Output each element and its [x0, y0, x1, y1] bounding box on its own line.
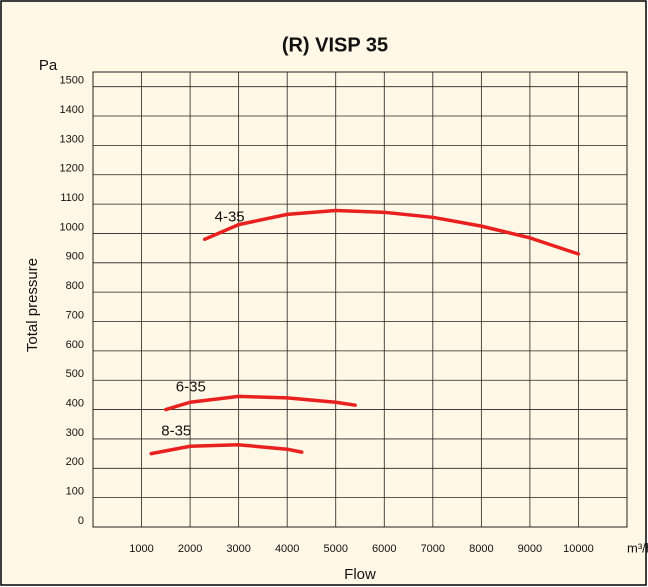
- y-tick-label: 200: [66, 456, 84, 468]
- y-tick-label: 1400: [60, 104, 84, 116]
- x-tick-label: 1000: [129, 543, 153, 555]
- y-tick-label: 1200: [60, 163, 84, 175]
- x-tick-label: 7000: [421, 543, 445, 555]
- series-label: 8-35: [161, 423, 191, 440]
- y-tick-label: 500: [66, 368, 84, 380]
- y-tick-label: 1500: [60, 75, 84, 87]
- y-tick-label: 700: [66, 309, 84, 321]
- x-tick-label: 6000: [372, 543, 396, 555]
- y-unit: Pa: [39, 57, 58, 74]
- series-label: 6-35: [176, 379, 206, 396]
- chart-title: (R) VISP 35: [282, 34, 388, 56]
- y-axis-label: Total pressure: [24, 258, 41, 352]
- y-tick-label: 1100: [60, 192, 84, 204]
- x-axis-label: Flow: [344, 566, 376, 583]
- x-tick-label: 4000: [275, 543, 299, 555]
- x-tick-label: 8000: [469, 543, 493, 555]
- line-series: [164, 394, 357, 412]
- x-unit: m³/h: [627, 540, 648, 555]
- line-series: [202, 208, 581, 256]
- y-tick-label: 0: [78, 515, 84, 527]
- series-label: 4-35: [215, 208, 245, 225]
- y-tick-label: 900: [66, 251, 84, 263]
- line-series: [149, 443, 304, 456]
- x-tick-label: 3000: [226, 543, 250, 555]
- x-tick-label: 10000: [563, 543, 594, 555]
- y-tick-label: 1300: [60, 133, 84, 145]
- y-tick-label: 300: [66, 427, 84, 439]
- x-tick-label: 2000: [178, 543, 202, 555]
- y-tick-label: 400: [66, 397, 84, 409]
- x-tick-label: 9000: [518, 543, 542, 555]
- y-tick-label: 800: [66, 280, 84, 292]
- y-tick-label: 1000: [60, 221, 84, 233]
- y-tick-label: 100: [66, 486, 84, 498]
- x-tick-label: 5000: [323, 543, 347, 555]
- y-tick-label: 600: [66, 339, 84, 351]
